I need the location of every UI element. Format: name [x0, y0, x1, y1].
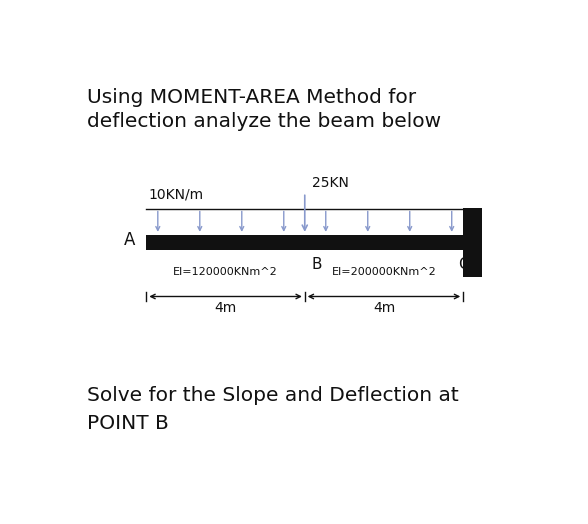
Text: A: A: [123, 232, 135, 249]
Text: 25KN: 25KN: [312, 177, 349, 190]
Text: 10KN/m: 10KN/m: [149, 187, 204, 201]
Bar: [146, 235, 463, 250]
Text: Solve for the Slope and Deflection at: Solve for the Slope and Deflection at: [87, 386, 459, 405]
Text: POINT B: POINT B: [87, 414, 169, 433]
Text: 4m: 4m: [215, 301, 237, 315]
Text: B: B: [312, 257, 322, 272]
Text: EI=200000KNm^2: EI=200000KNm^2: [332, 267, 436, 277]
Text: 4m: 4m: [373, 301, 395, 315]
Text: Using MOMENT-AREA Method for: Using MOMENT-AREA Method for: [87, 88, 416, 107]
Bar: [463, 208, 482, 277]
Text: deflection analyze the beam below: deflection analyze the beam below: [87, 112, 442, 131]
Text: C: C: [459, 257, 469, 272]
Text: EI=120000KNm^2: EI=120000KNm^2: [173, 267, 278, 277]
